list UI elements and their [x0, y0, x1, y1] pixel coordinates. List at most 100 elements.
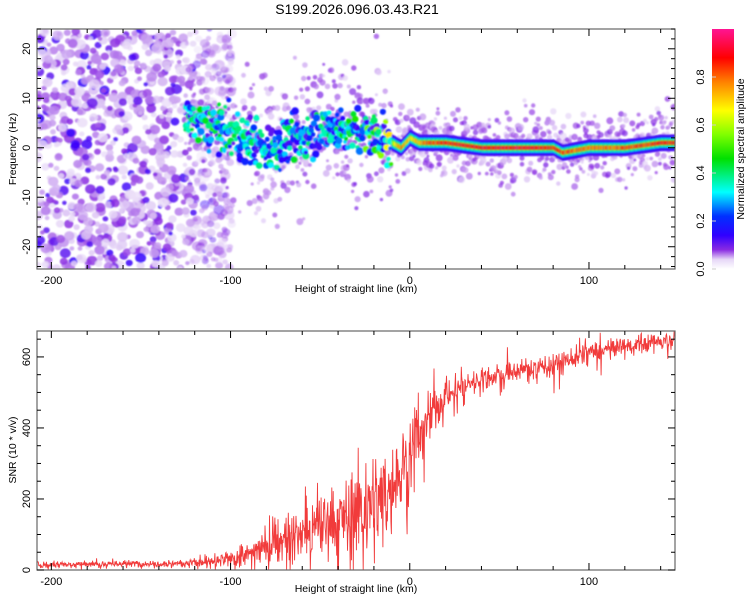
heatmap-cell	[129, 238, 141, 249]
heatmap-cell	[443, 116, 447, 120]
heatmap-cell	[294, 121, 300, 128]
heatmap-cell	[457, 142, 459, 147]
heatmap-cell	[464, 143, 466, 148]
heatmap-cell	[633, 144, 635, 149]
heatmap-cell	[116, 129, 124, 136]
heatmap-cell	[559, 149, 561, 154]
heatmap-cell	[144, 95, 155, 105]
heatmap-cell	[64, 231, 75, 241]
heatmap-cell	[382, 89, 388, 95]
heatmap-cell	[610, 172, 617, 179]
heatmap-cell	[459, 142, 462, 147]
heatmap-cell	[507, 145, 509, 150]
heatmap-cell	[244, 61, 250, 67]
heatmap-cell	[550, 108, 557, 115]
heatmap-cell	[563, 150, 565, 155]
heatmap-cell	[529, 145, 531, 150]
x-tick-label: 100	[580, 275, 598, 287]
heatmap-cell	[437, 140, 439, 145]
heatmap-cell	[631, 144, 633, 149]
heatmap-cell	[133, 96, 143, 106]
heatmap-cell	[486, 145, 488, 150]
heatmap-cell	[219, 86, 225, 91]
heatmap-cell	[499, 180, 504, 185]
heatmap-cell	[619, 145, 621, 150]
heatmap-cell	[481, 122, 485, 127]
spectrogram-xlabel: Height of straight line (km)	[295, 283, 418, 295]
heatmap-cell	[416, 159, 422, 166]
heatmap-cell	[50, 93, 57, 99]
heatmap-cell	[654, 141, 656, 146]
heatmap-cell	[523, 103, 528, 108]
heatmap-cell	[222, 259, 228, 265]
snr-line	[37, 331, 675, 570]
heatmap-cell	[56, 234, 66, 244]
heatmap-cell	[630, 173, 634, 177]
heatmap-cell	[607, 145, 609, 150]
heatmap-cell	[467, 143, 469, 148]
heatmap-cell	[372, 108, 378, 114]
heatmap-cell	[190, 254, 201, 265]
heatmap-cell	[201, 50, 210, 59]
heatmap-cell	[580, 160, 584, 164]
heatmap-cell	[261, 218, 266, 224]
heatmap-cell	[311, 106, 316, 111]
heatmap-cell	[227, 52, 232, 57]
heatmap-cell	[456, 164, 460, 168]
heatmap-cell	[207, 136, 215, 144]
heatmap-cell	[636, 112, 641, 117]
heatmap-cell	[408, 136, 411, 141]
heatmap-cell	[432, 121, 436, 125]
heatmap-cell	[192, 194, 199, 201]
heatmap-cell	[316, 91, 324, 99]
heatmap-cell	[53, 142, 60, 148]
heatmap-cell	[566, 169, 571, 174]
heatmap-cell	[433, 129, 440, 136]
heatmap-cell	[549, 145, 551, 150]
heatmap-cell	[568, 149, 570, 154]
heatmap-cell	[39, 189, 45, 195]
heatmap-cell	[455, 142, 457, 147]
heatmap-cell	[484, 145, 486, 150]
heatmap-cell	[663, 120, 667, 124]
heatmap-cell	[160, 187, 171, 197]
heatmap-cell	[341, 59, 349, 66]
heatmap-cell	[440, 169, 448, 177]
heatmap-cell	[523, 145, 525, 150]
heatmap-cell	[100, 88, 107, 94]
heatmap-cell	[129, 247, 136, 253]
heatmap-cell	[162, 110, 168, 115]
heatmap-cell	[217, 79, 223, 85]
heatmap-cell	[274, 105, 281, 111]
heatmap-cell	[371, 114, 376, 119]
heatmap-cell	[146, 241, 152, 246]
heatmap-cell	[223, 104, 228, 109]
heatmap-cell	[168, 75, 178, 84]
heatmap-cell	[585, 120, 592, 127]
heatmap-cell	[241, 157, 249, 166]
heatmap-cell	[310, 120, 317, 127]
heatmap-cell	[593, 171, 599, 176]
heatmap-cell	[181, 149, 189, 156]
heatmap-cell	[190, 99, 196, 104]
heatmap-cell	[226, 106, 231, 111]
heatmap-cell	[576, 159, 581, 163]
heatmap-cell	[450, 110, 456, 117]
heatmap-cell	[291, 107, 299, 115]
heatmap-cell	[625, 145, 627, 150]
snr-xlabel: Height of straight line (km)	[295, 583, 418, 595]
heatmap-cell	[267, 113, 275, 120]
heatmap-cell	[413, 121, 420, 128]
heatmap-cell	[272, 142, 279, 149]
heatmap-cell	[149, 212, 157, 220]
heatmap-cell	[617, 116, 623, 123]
heatmap-cell	[356, 97, 364, 105]
heatmap-cell	[370, 116, 378, 125]
heatmap-cell	[188, 168, 196, 176]
heatmap-cell	[373, 33, 380, 39]
heatmap-cell	[383, 144, 390, 151]
heatmap-cell	[416, 139, 418, 144]
heatmap-cell	[497, 170, 502, 175]
y-tick-label: 0	[21, 145, 33, 151]
heatmap-cell	[589, 156, 593, 161]
